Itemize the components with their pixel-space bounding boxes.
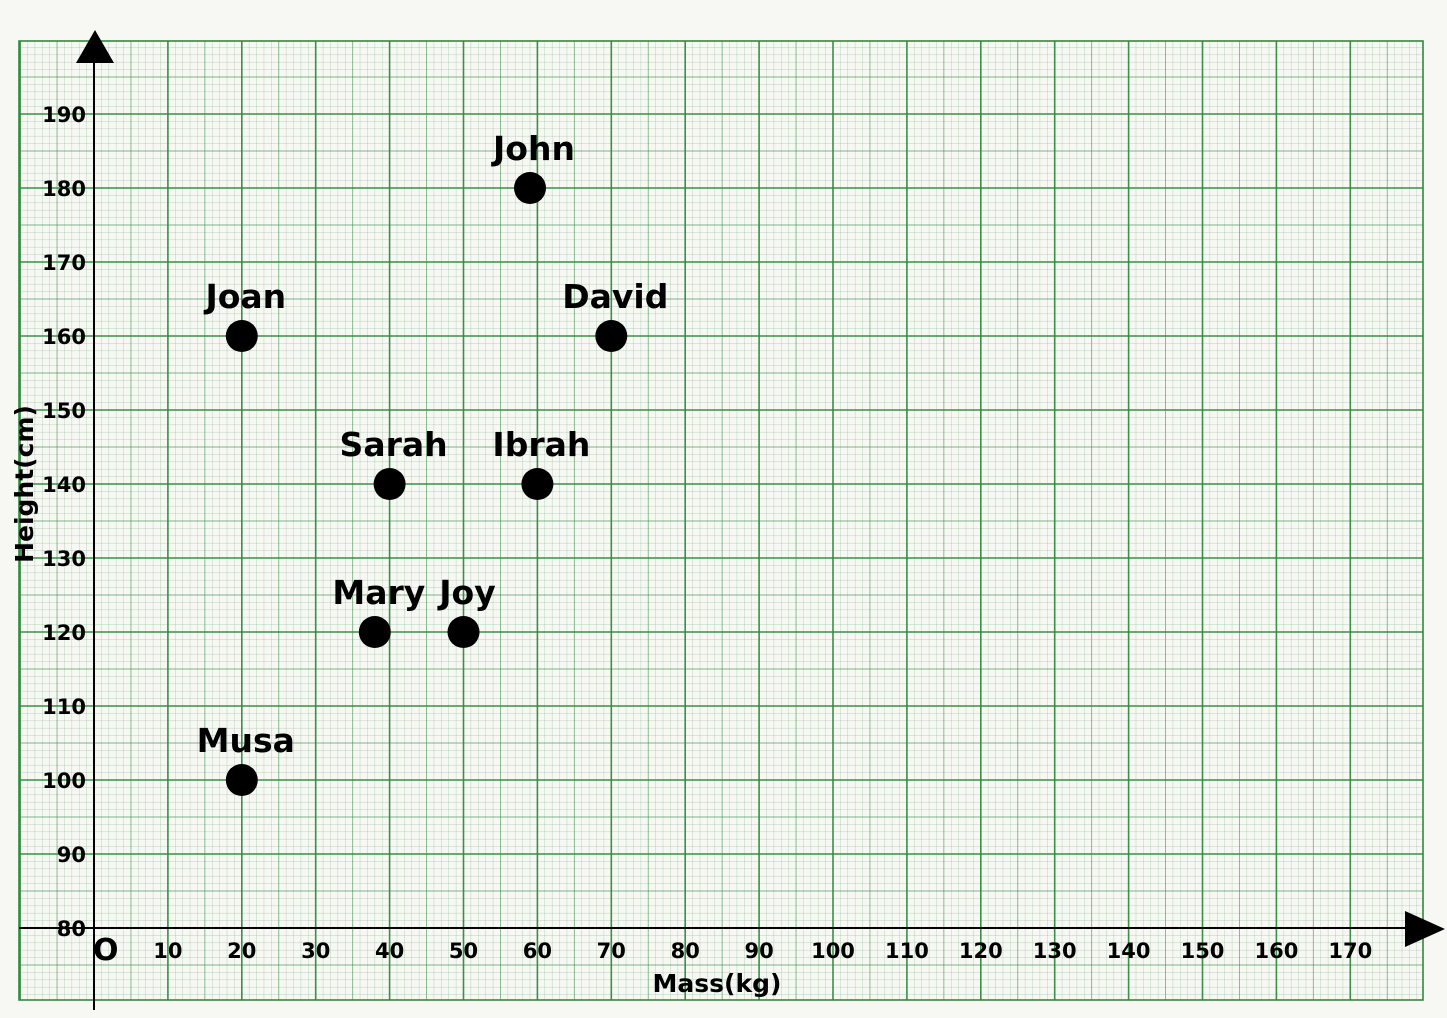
x-tick-label: 40 — [375, 939, 404, 963]
x-axis-title: Mass(kg) — [653, 969, 782, 998]
x-tick-label: 130 — [1033, 939, 1077, 963]
x-tick-label: 20 — [227, 939, 256, 963]
x-tick-label: 10 — [153, 939, 182, 963]
y-axis-arrow — [76, 30, 114, 63]
data-point — [225, 320, 258, 352]
y-tick-label: 150 — [42, 399, 86, 423]
x-tick-label: 100 — [811, 939, 855, 963]
data-point-label: Ibrah — [492, 425, 590, 464]
data-point-label: Joan — [203, 277, 286, 316]
origin-label: O — [93, 933, 119, 968]
data-point — [358, 616, 391, 648]
x-tick-label: 160 — [1254, 939, 1298, 963]
y-tick-label: 120 — [42, 621, 86, 645]
y-tick-label: 140 — [42, 473, 86, 497]
x-tick-label: 80 — [671, 939, 700, 963]
x-tick-label: 170 — [1328, 939, 1372, 963]
y-tick-label: 80 — [57, 917, 86, 941]
x-tick-label: 60 — [523, 939, 552, 963]
y-tick-label: 130 — [42, 547, 86, 571]
x-tick-label: 120 — [959, 939, 1003, 963]
data-point — [225, 764, 258, 796]
y-tick-label: 110 — [42, 695, 86, 719]
data-point-label: Sarah — [340, 425, 448, 464]
grid-border — [18, 40, 1424, 1001]
data-point-label: Mary — [332, 573, 425, 612]
data-point — [447, 616, 480, 648]
data-point-label: Musa — [197, 721, 295, 760]
x-tick-label: 90 — [744, 939, 773, 963]
y-tick-label: 160 — [42, 325, 86, 349]
data-point-label: John — [491, 129, 575, 168]
axes — [19, 30, 1445, 1010]
y-tick-label: 90 — [57, 843, 86, 867]
x-tick-label: 30 — [301, 939, 330, 963]
x-tick-label: 50 — [449, 939, 478, 963]
x-tick-label: 150 — [1181, 939, 1225, 963]
data-point — [373, 468, 406, 500]
data-point — [514, 172, 547, 204]
graph-paper-grid — [18, 40, 1424, 1001]
data-points: John Joan David Sarah Ibrah Mary Joy Musa — [197, 129, 668, 796]
y-axis-title: Height(cm) — [10, 405, 39, 563]
x-tick-label: 70 — [597, 939, 626, 963]
data-point — [521, 468, 554, 500]
y-tick-label: 190 — [42, 103, 86, 127]
y-tick-label: 100 — [42, 769, 86, 793]
y-tick-label: 180 — [42, 177, 86, 201]
y-tick-label: 170 — [42, 251, 86, 275]
data-point — [595, 320, 628, 352]
data-point-label: David — [562, 277, 668, 316]
data-point-label: Joy — [437, 573, 495, 612]
x-tick-label: 110 — [885, 939, 929, 963]
x-axis-arrow — [1405, 911, 1445, 947]
x-tick-label: 140 — [1107, 939, 1151, 963]
tick-labels: 10 20 30 40 50 60 70 80 90 100 110 120 130 140 150 160 1… — [42, 103, 1372, 963]
